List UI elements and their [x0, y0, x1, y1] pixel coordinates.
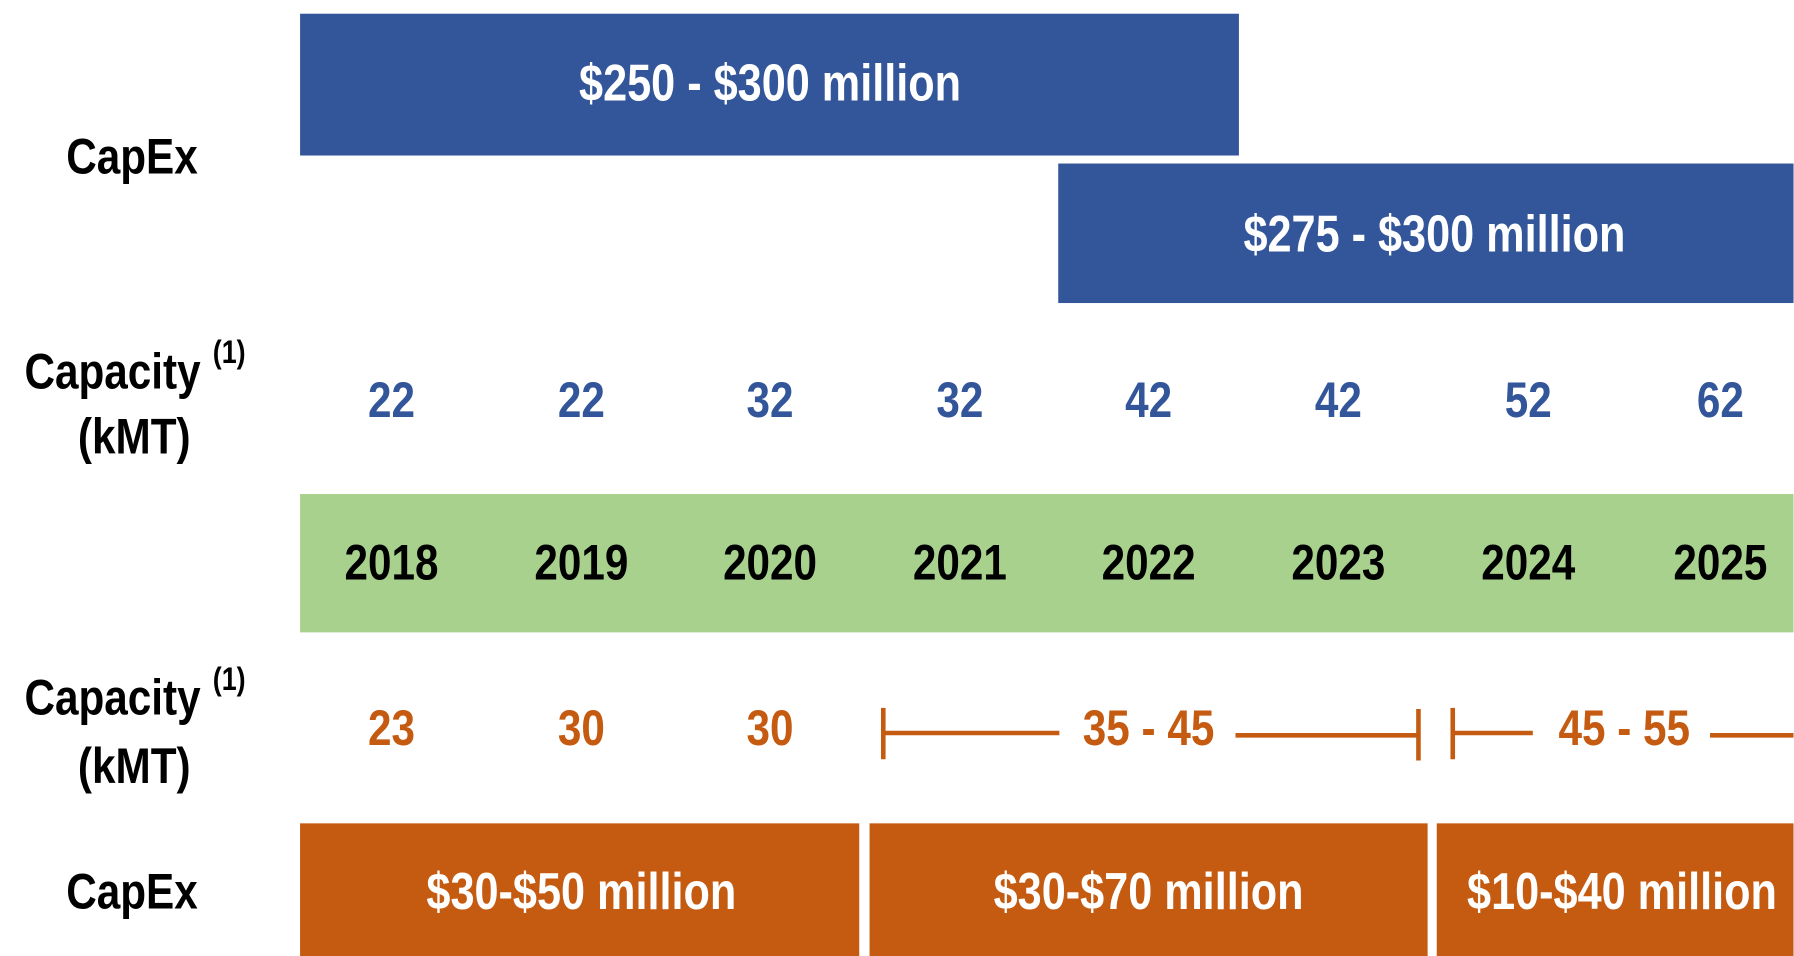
year-label: 2021: [913, 534, 1007, 590]
capacity-value: 30: [558, 700, 605, 756]
row-unit: (kMT): [78, 737, 191, 793]
capacity-value: 32: [936, 371, 983, 427]
capex-bar: [1436, 823, 1794, 956]
bar-label: $275 - $300 million: [1243, 206, 1625, 263]
row-label: CapEx: [66, 128, 198, 184]
capacity-value: 62: [1697, 371, 1744, 427]
capex-bar: [300, 823, 860, 956]
range-brackets: [880, 707, 1794, 761]
row-label: Capacity: [24, 669, 200, 725]
row-unit: (kMT): [78, 408, 191, 464]
bar-label: $30-$50 million: [426, 863, 736, 920]
capacity-value: 23: [368, 700, 415, 756]
capex-bar: [869, 823, 1428, 956]
capacity-value: 32: [747, 371, 794, 427]
year-label: 2024: [1481, 534, 1575, 590]
footnote-mark: (1): [213, 335, 246, 371]
capacity-value: 22: [558, 371, 605, 427]
year-label: 2018: [345, 534, 439, 590]
row-label: Capacity: [24, 343, 200, 399]
year-label: 2023: [1291, 534, 1385, 590]
bar-label: $10-$40 million: [1467, 863, 1777, 920]
capacity-value: 42: [1125, 371, 1172, 427]
footnote-mark: (1): [213, 662, 246, 698]
bar-label: $30-$70 million: [994, 863, 1304, 920]
capacity-value: 35 - 45: [1083, 700, 1215, 756]
row-label: CapEx: [66, 863, 198, 919]
capex-bar: [300, 13, 1239, 156]
year-label: 2025: [1673, 534, 1767, 590]
year-label: 2020: [723, 534, 817, 590]
capacity-value: 45 - 55: [1559, 700, 1691, 756]
year-band: [300, 494, 1794, 633]
capex-bar: [1058, 163, 1794, 304]
capacity-value: 22: [368, 371, 415, 427]
year-label: 2019: [534, 534, 628, 590]
capacity-value: 52: [1505, 371, 1552, 427]
capacity-value: 42: [1315, 371, 1362, 427]
year-label: 2022: [1102, 534, 1196, 590]
bar-label: $250 - $300 million: [579, 55, 961, 112]
capacity-value: 30: [747, 700, 794, 756]
